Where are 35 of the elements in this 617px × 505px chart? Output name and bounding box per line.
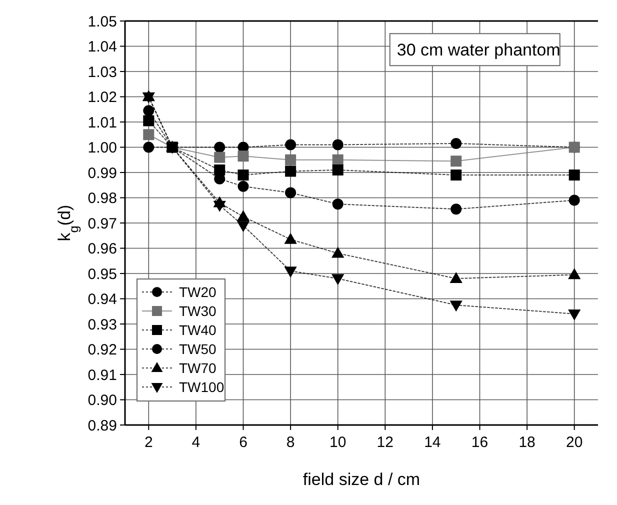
y-tick-label: 0.90 [88,392,117,409]
x-tick-label: 2 [144,434,153,451]
x-tick-label: 12 [376,434,394,451]
y-tick-label: 0.98 [88,190,117,207]
x-tick-label: 10 [330,434,346,451]
y-tick-label: 1.05 [88,13,117,30]
y-tick-label: 0.91 [88,366,117,384]
y-tick-label: 1.01 [88,114,117,132]
legend-label: TW40 [179,322,217,338]
x-tick-label: 6 [239,434,248,451]
y-tick-label: 0.99 [88,164,117,182]
y-tick-label: 0.92 [88,342,117,358]
y-tick-label: 1.02 [88,89,117,106]
y-tick-label: 1.04 [88,38,117,56]
y-tick-label: 0.96 [88,240,117,258]
legend-label: TW70 [179,360,217,376]
y-tick-label: 0.93 [88,316,117,334]
x-tick-label: 20 [566,434,583,451]
y-tick-label: 0.97 [88,215,117,232]
y-tick-label: 0.94 [88,291,117,308]
x-tick-label: 14 [424,434,441,451]
y-tick-label: 0.89 [88,417,117,434]
legend-label: TW20 [179,284,217,300]
annotation: 30 cm water phantom [396,40,560,60]
x-tick-label: 18 [518,434,536,451]
y-tick-label: 1.03 [88,64,117,81]
x-axis-title: field size d / cm [302,470,420,489]
y-tick-label: 1.00 [88,140,117,156]
legend-label: TW50 [179,340,217,357]
x-tick-label: 16 [471,434,488,451]
legend-label: TW30 [179,302,217,319]
y-tick-label: 0.95 [88,266,117,283]
x-tick-label: 4 [192,434,200,451]
x-tick-label: 8 [286,434,295,451]
legend-label: TW100 [179,378,224,395]
